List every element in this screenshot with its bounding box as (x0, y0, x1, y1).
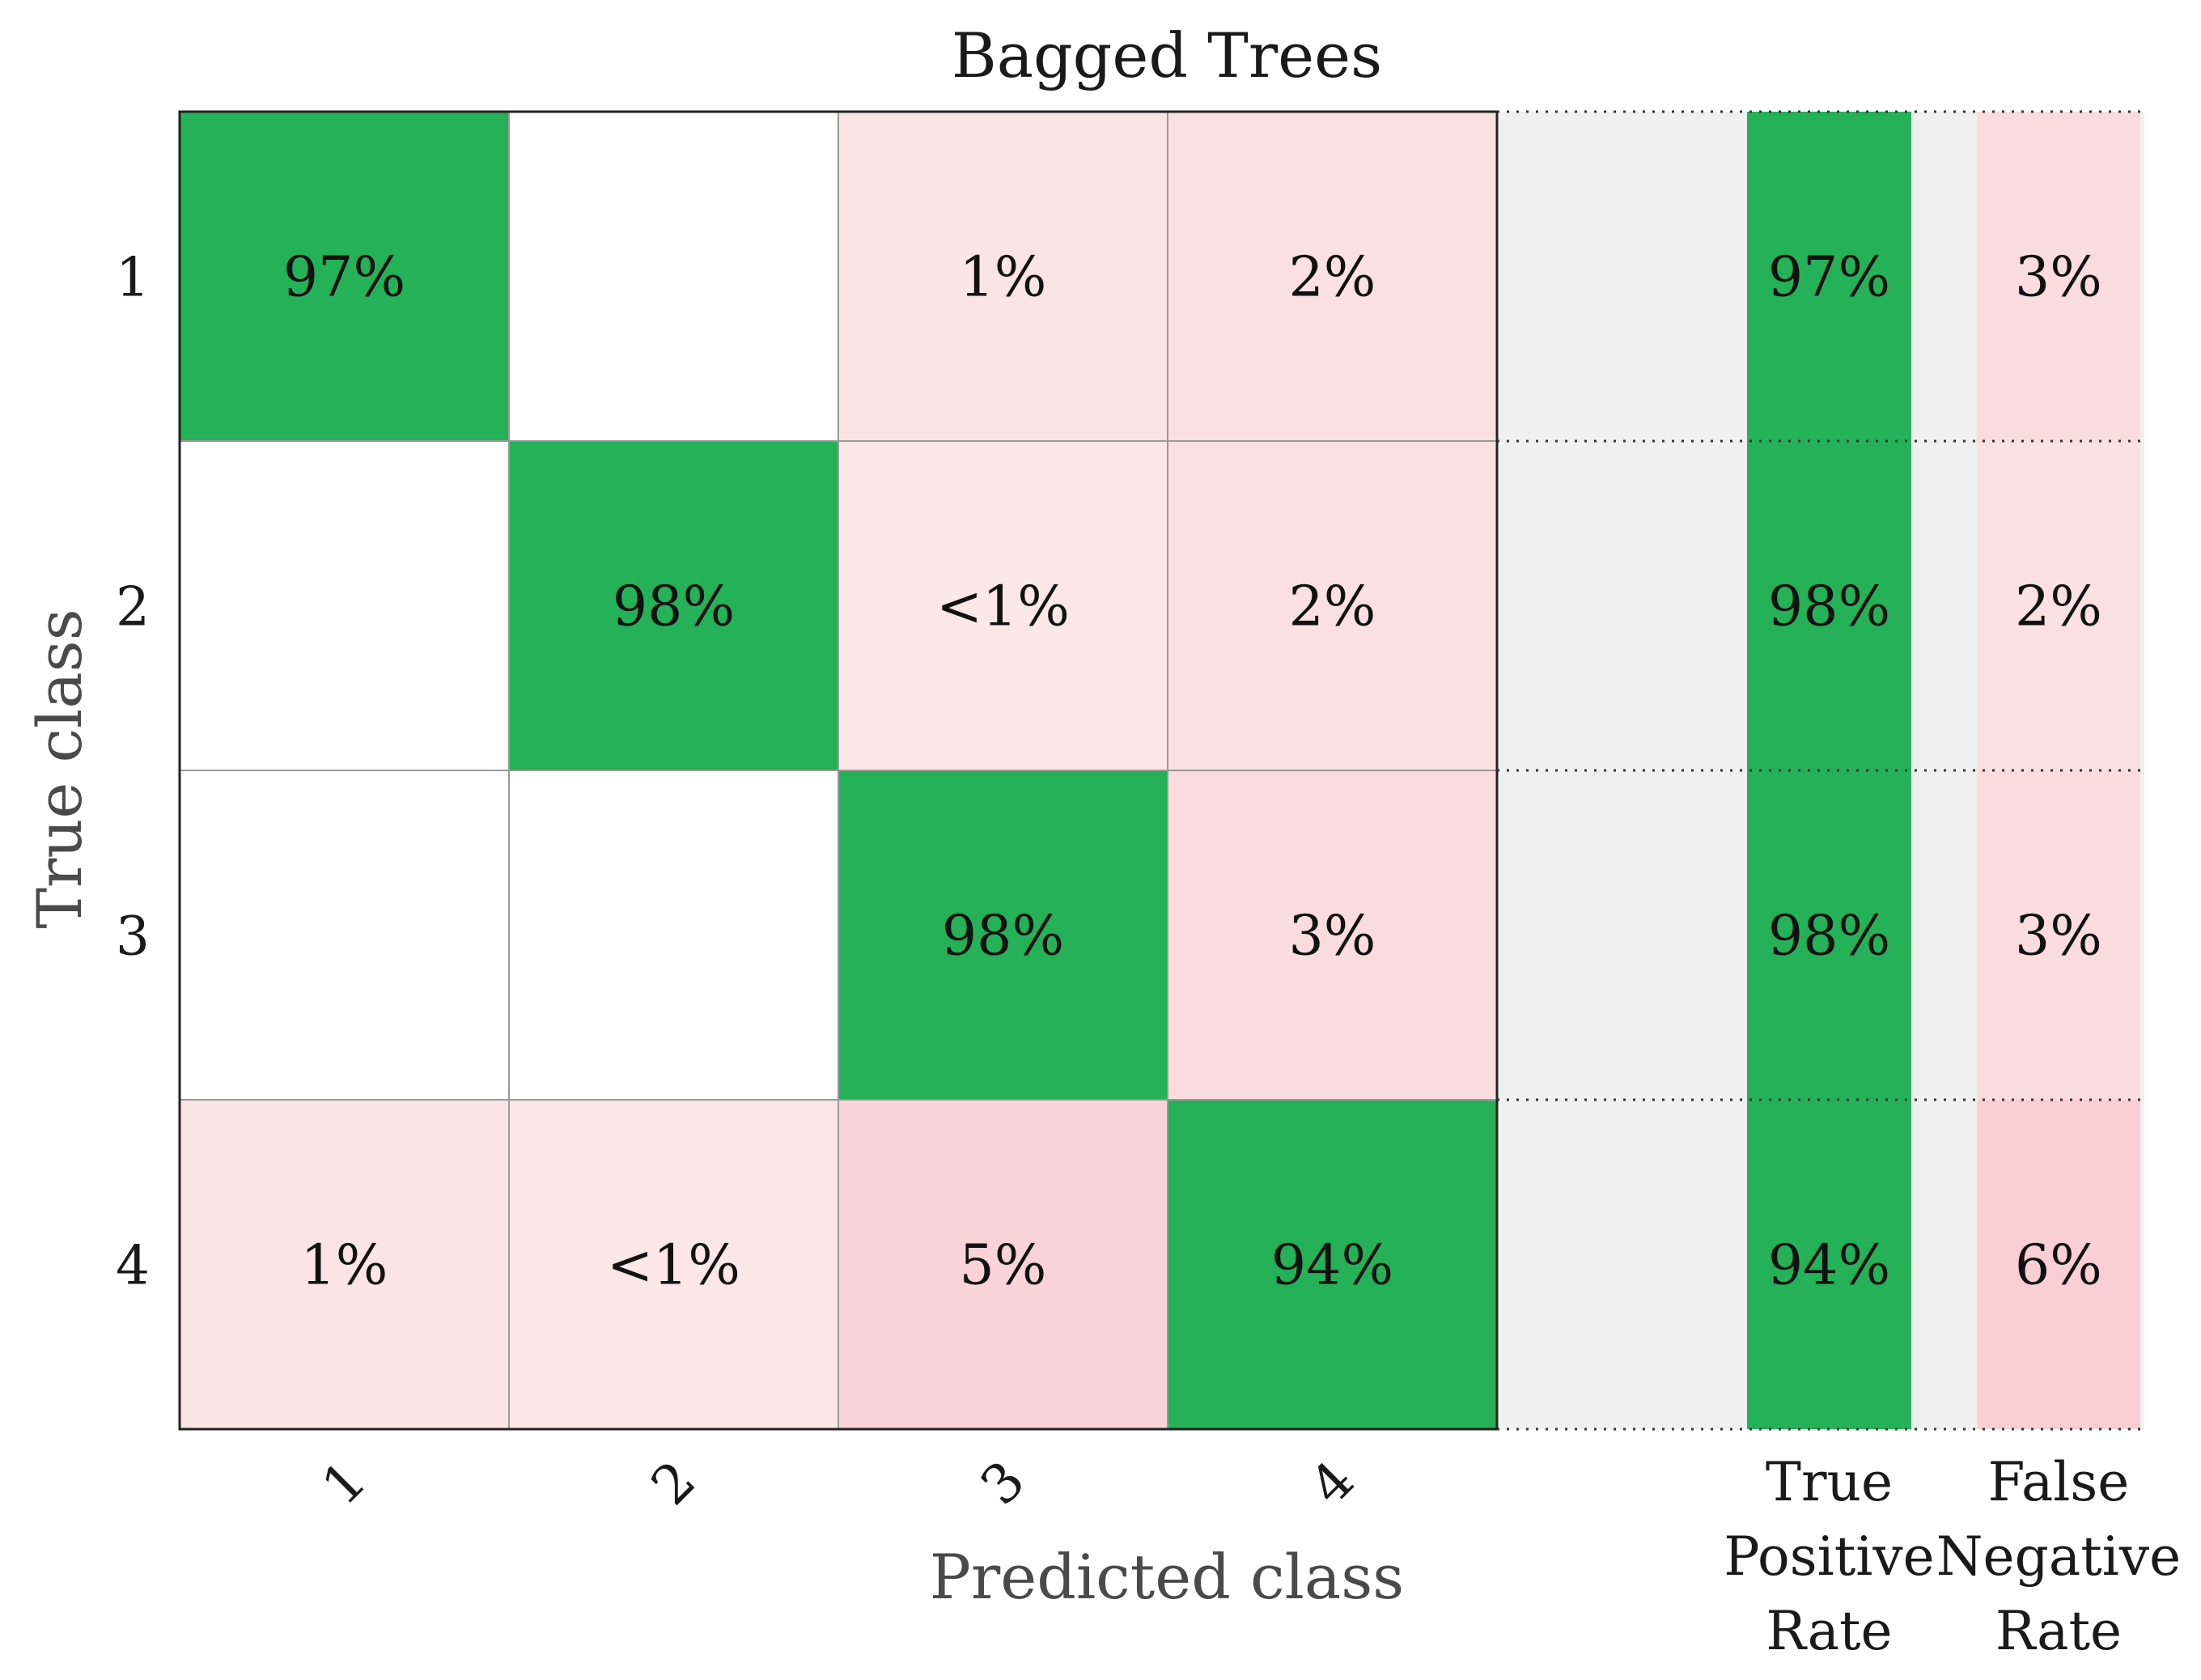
summary-fnr-cell-1 (1977, 112, 2140, 441)
matrix-value-r3-c4: 3% (1289, 905, 1376, 969)
matrix-cell-r1-c3 (838, 111, 1168, 442)
matrix-value-r2-c3: <1% (936, 575, 1070, 639)
summary-fnr-value-3: 3% (2015, 905, 2102, 969)
x-tick-4: 4 (1298, 1449, 1366, 1517)
matrix-value-r1-c3: 1% (960, 246, 1047, 310)
summary-fnr-cell-2 (1977, 441, 2140, 770)
x-axis-label: Predicted class (930, 1541, 1404, 1613)
x-tick-1: 1 (310, 1449, 378, 1517)
matrix-value-r1-c1: 97% (283, 246, 405, 310)
summary-tpr-label-line-3: Rate (1766, 1600, 1892, 1662)
matrix-cell-r1-c1 (179, 111, 510, 442)
matrix-cell-r3-c1 (179, 770, 510, 1101)
matrix-value-r4-c3: 5% (960, 1234, 1047, 1298)
matrix-cell-r3-c3 (838, 770, 1168, 1101)
summary-fnr-value-2: 2% (2015, 575, 2102, 639)
matrix-cell-r1-c2 (508, 111, 839, 442)
matrix-cell-r4-c4 (1167, 1099, 1498, 1430)
summary-tpr-value-4: 94% (1768, 1234, 1890, 1298)
matrix-value-r2-c4: 2% (1289, 575, 1376, 639)
summary-fnr-value-1: 3% (2015, 246, 2102, 310)
summary-tpr-cell-2 (1747, 441, 1911, 770)
y-tick-3: 3 (116, 906, 150, 968)
x-tick-2: 2 (639, 1449, 707, 1517)
matrix-value-r4-c2: <1% (607, 1234, 740, 1298)
summary-tpr-cell-3 (1747, 770, 1911, 1100)
matrix-value-r4-c4: 94% (1271, 1234, 1393, 1298)
matrix-cell-r3-c4 (1167, 770, 1498, 1101)
matrix-cell-r2-c3 (838, 440, 1168, 771)
y-tick-1: 1 (116, 247, 150, 309)
summary-tpr-label-line-2: Positive (1724, 1525, 1934, 1588)
y-tick-2: 2 (116, 576, 150, 638)
x-tick-3: 3 (969, 1449, 1037, 1517)
matrix-value-r2-c2: 98% (613, 575, 735, 639)
y-axis-label: True class (23, 609, 95, 928)
summary-fnr-label-line-1: False (1988, 1451, 2130, 1513)
summary-fnr-value-4: 6% (2015, 1234, 2102, 1298)
matrix-cell-r2-c2 (508, 440, 839, 771)
summary-fnr-label-line-3: Rate (1995, 1600, 2122, 1662)
summary-tpr-value-2: 98% (1768, 575, 1890, 639)
matrix: 97% 1% 2% 98% <1% 2% 98% 3% 1% <1% 5% 94% (178, 110, 1499, 1431)
matrix-value-r3-c3: 98% (942, 905, 1064, 969)
matrix-value-r4-c1: 1% (301, 1234, 388, 1298)
matrix-cell-r2-c1 (179, 440, 510, 771)
summary-tpr-value-3: 98% (1768, 905, 1890, 969)
summary-fnr-cell-3 (1977, 770, 2140, 1100)
summary-tpr-value-1: 97% (1768, 246, 1890, 310)
chart-title: Bagged Trees (952, 19, 1382, 91)
summary-fnr-cell-4 (1977, 1100, 2140, 1429)
matrix-cell-r4-c2 (508, 1099, 839, 1430)
summary-tpr-label-line-1: True (1766, 1451, 1893, 1513)
summary-tpr-cell-4 (1747, 1100, 1911, 1429)
matrix-value-r1-c4: 2% (1289, 246, 1376, 310)
y-tick-4: 4 (116, 1235, 150, 1297)
summary-fnr-label-line-2: Negative (1936, 1525, 2181, 1588)
summary-tpr-cell-1 (1747, 112, 1911, 441)
summary-columns: 97% 98% 98% 94% True Positive Rate 3% 2% 3% 6% Fals… (1497, 110, 2181, 1662)
matrix-cell-r2-c4 (1167, 440, 1498, 771)
matrix-cell-r3-c2 (508, 770, 839, 1101)
